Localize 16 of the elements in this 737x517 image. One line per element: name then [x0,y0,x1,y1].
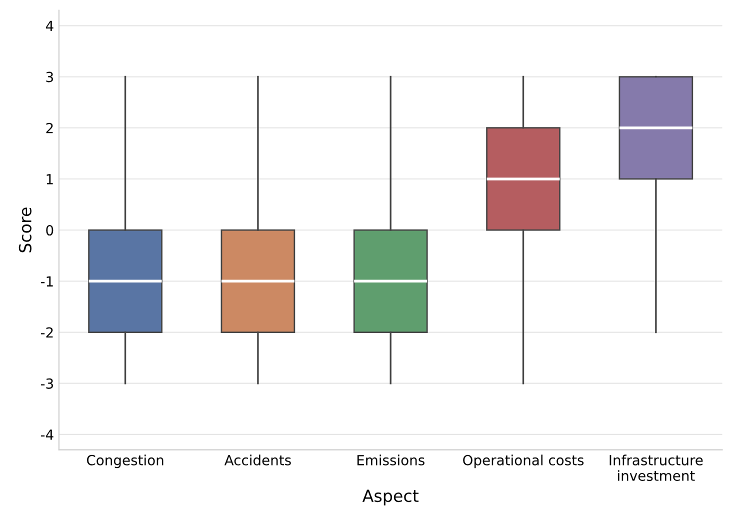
y-tick-label: 0 [46,225,54,236]
y-tick-label: -3 [40,378,53,389]
x-tick-label: Infrastructure investment [610,454,703,481]
y-tick-label: 1 [46,174,53,184]
x-tick-label: Accidents [224,454,291,466]
y-tick-label: 2 [46,122,53,134]
x-tick-label: Operational costs [463,454,584,468]
x-tick-label: Congestion [86,454,164,468]
y-tick-label: -4 [40,430,54,440]
y-axis-title: Score [18,208,32,252]
x-tick-label: Emissions [357,454,424,466]
y-tick-label: -2 [40,327,53,338]
y-tick-label: -1 [40,276,53,286]
y-tick-label: 3 [46,72,53,82]
y-tick-label: 4 [46,20,54,31]
x-axis-title: Aspect [362,490,419,506]
